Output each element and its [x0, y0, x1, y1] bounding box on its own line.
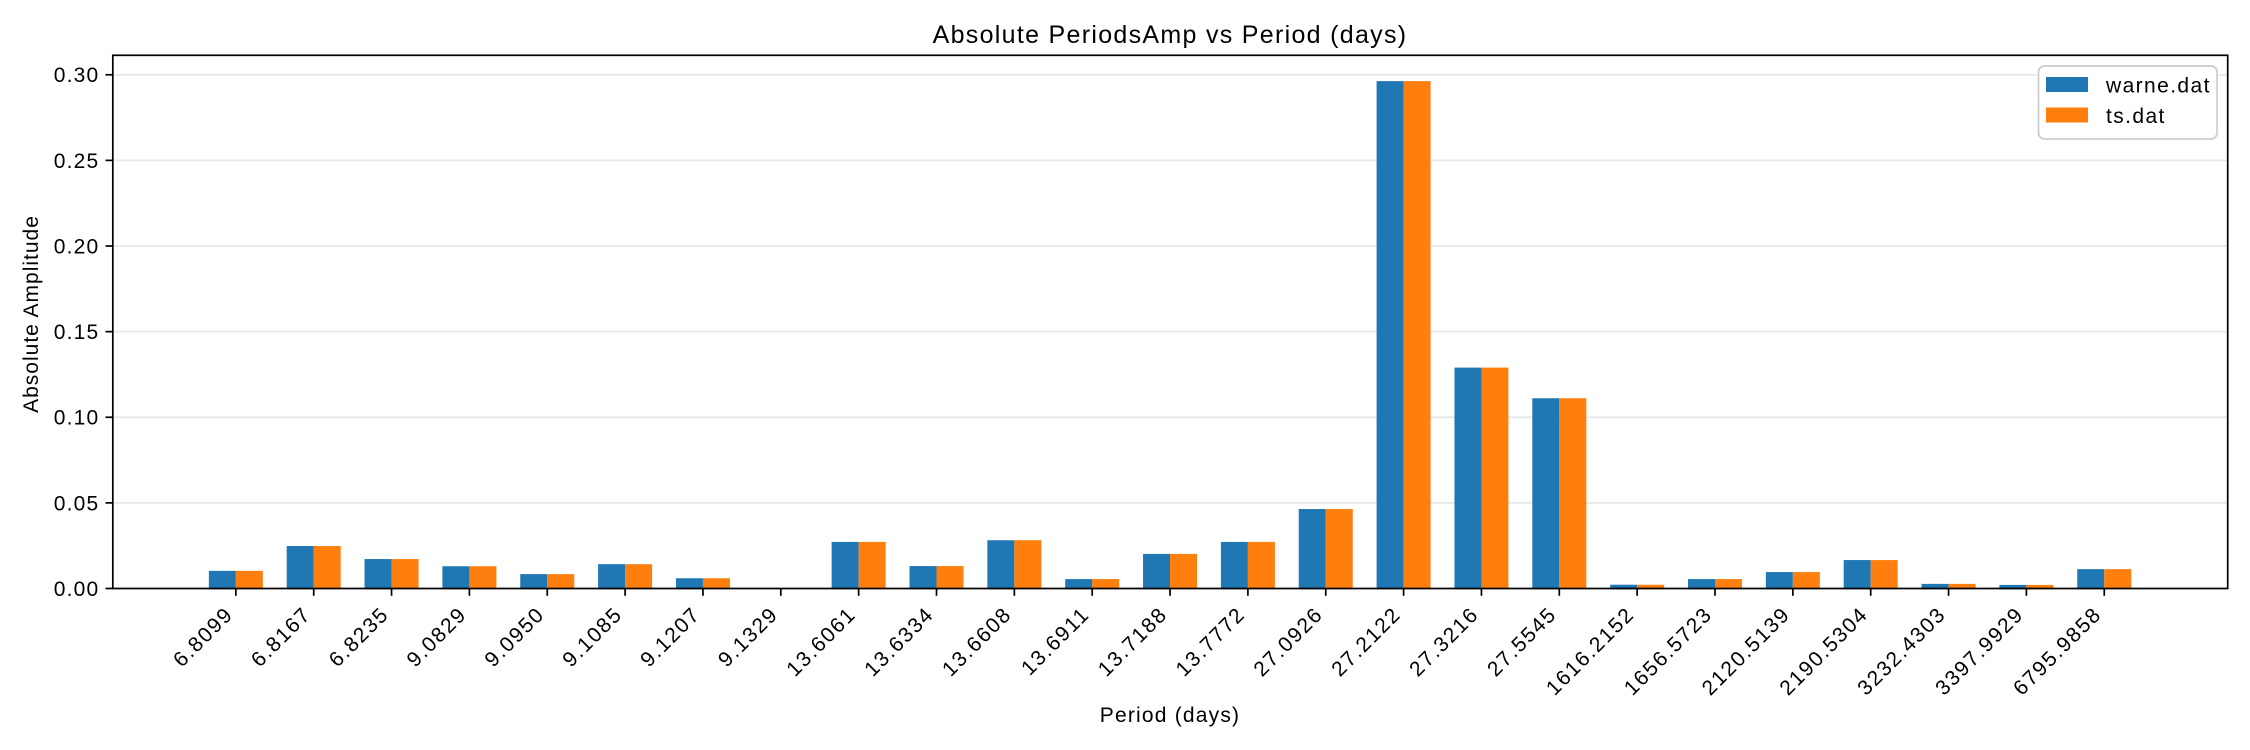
svg-text:0.05: 0.05: [54, 492, 100, 515]
svg-text:0.30: 0.30: [54, 64, 100, 87]
svg-text:Absolute Amplitude: Absolute Amplitude: [20, 215, 43, 413]
svg-text:0.15: 0.15: [54, 321, 100, 344]
svg-text:0.00: 0.00: [54, 578, 100, 601]
svg-text:warne.dat: warne.dat: [2105, 74, 2211, 97]
svg-text:Period (days): Period (days): [1100, 704, 1240, 727]
svg-text:ts.dat: ts.dat: [2106, 105, 2166, 128]
svg-text:0.10: 0.10: [54, 407, 100, 430]
svg-text:0.20: 0.20: [54, 235, 100, 258]
svg-text:0.25: 0.25: [54, 150, 100, 173]
svg-text:Absolute PeriodsAmp vs Period: Absolute PeriodsAmp vs Period (days): [933, 21, 1408, 49]
